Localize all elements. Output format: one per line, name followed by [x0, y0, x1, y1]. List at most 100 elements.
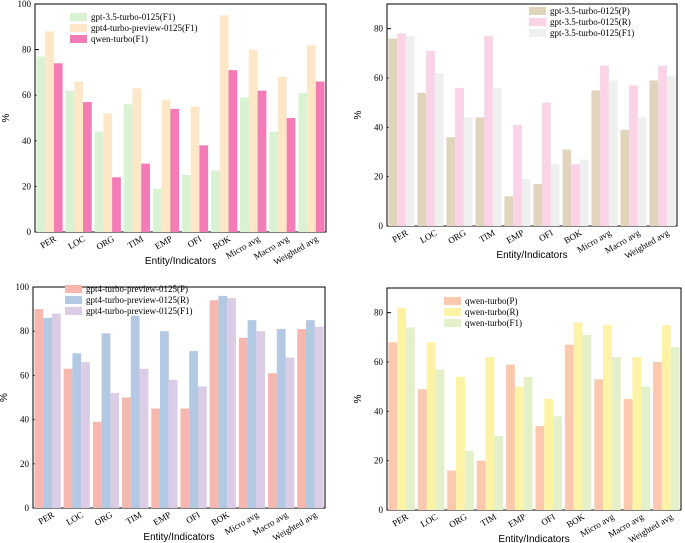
bar-ofi-2 [544, 399, 554, 510]
bar-per-1 [34, 309, 44, 508]
x-tick-label: EMP [505, 228, 526, 246]
y-tick-label: 0 [27, 227, 32, 237]
bar-ofi-2 [189, 351, 198, 508]
legend-entry: gpt-3.5-turbo-0125(F1) [91, 12, 175, 22]
bar-micro-avg-1 [591, 90, 601, 226]
bar-loc-3 [83, 102, 92, 232]
y-tick-label: 80 [374, 308, 384, 318]
bar-org-1 [446, 137, 456, 226]
bar-bok-3 [228, 70, 238, 233]
bar-emp-3 [521, 179, 531, 226]
bar-ofi-3 [553, 416, 562, 510]
x-axis-label: Entity/Indicators [496, 250, 567, 261]
y-tick-label: 60 [22, 90, 32, 100]
bar-per-2 [397, 307, 407, 510]
bar-per-3 [53, 63, 63, 232]
bar-weighted-avg-2 [658, 65, 667, 227]
bar-tim-3 [139, 368, 149, 508]
bar-macro-avg-1 [623, 399, 633, 510]
bar-macro-avg-3 [285, 357, 295, 508]
bar-weighted-avg-1 [649, 80, 659, 226]
x-axis-label: Entity/Indicators [498, 534, 569, 543]
bar-loc-2 [426, 342, 436, 510]
bar-ofi-3 [550, 164, 560, 226]
bar-ofi-3 [199, 145, 209, 232]
y-axis-label: % [353, 110, 364, 119]
bar-emp-2 [513, 124, 522, 226]
y-tick-label: 20 [374, 172, 384, 182]
legend-entry: gpt4-turbo-preview-0125(F1) [91, 23, 197, 33]
bar-per-3 [51, 313, 61, 508]
y-axis-label: % [1, 113, 12, 122]
x-tick-label: EMP [152, 510, 173, 528]
x-tick-label: OFI [539, 512, 557, 528]
bar-emp-1 [151, 408, 161, 508]
bar-org-3 [463, 117, 473, 226]
legend-entry: gpt4-turbo-preview-0125(P) [86, 284, 188, 294]
bar-ofi-1 [180, 408, 190, 508]
bar-tim-1 [475, 117, 485, 226]
x-tick-label: TIM [479, 512, 498, 529]
x-tick-label: LOC [64, 510, 85, 528]
bar-macro-avg-2 [632, 357, 642, 510]
bar-per-1 [388, 38, 398, 227]
bar-per-3 [405, 36, 415, 226]
bar-bok-2 [571, 164, 580, 226]
bar-macro-avg-1 [268, 373, 277, 508]
bar-tim-2 [130, 315, 140, 508]
bar-emp-2 [161, 99, 171, 232]
plot-frame [386, 287, 682, 511]
bar-ofi-3 [197, 386, 207, 508]
x-tick-label: TIM [477, 228, 496, 245]
legend-entry: qwen-turbo(P) [465, 296, 518, 306]
bar-weighted-avg-2 [661, 325, 671, 510]
x-tick-label: LOC [418, 228, 439, 246]
y-tick-label: 20 [22, 181, 32, 191]
x-tick-label: EMP [153, 234, 174, 252]
legend-swatch [70, 13, 87, 21]
bar-tim-3 [494, 436, 504, 510]
bar-loc-2 [72, 353, 82, 508]
bar-macro-avg-2 [277, 76, 287, 233]
bar-micro-avg-2 [248, 49, 258, 232]
y-tick-label: 100 [16, 282, 30, 292]
bar-per-2 [45, 31, 54, 232]
bar-tim-2 [132, 88, 142, 232]
x-tick-label: ORG [446, 227, 468, 245]
y-axis-label: % [0, 393, 10, 402]
bar-macro-avg-2 [629, 85, 638, 227]
bar-bok-2 [219, 15, 229, 233]
bar-bok-1 [564, 344, 574, 510]
y-tick-label: 40 [20, 415, 30, 425]
legend-entry: qwen-turbo(F1) [465, 318, 522, 328]
x-tick-label: OFI [537, 228, 555, 244]
bar-macro-avg-3 [641, 386, 651, 510]
legend-swatch [529, 29, 546, 37]
bar-tim-3 [141, 163, 150, 232]
bar-ofi-1 [533, 184, 543, 226]
bar-emp-3 [168, 379, 178, 508]
bar-micro-avg-2 [600, 65, 609, 227]
bar-loc-3 [435, 369, 445, 510]
bar-bok-2 [573, 322, 583, 510]
bar-bok-1 [211, 170, 220, 232]
bar-bok-3 [579, 159, 589, 226]
x-tick-label: PER [390, 228, 409, 245]
bar-micro-avg-3 [257, 90, 267, 232]
bar-micro-avg-1 [594, 379, 604, 510]
bar-tim-2 [485, 357, 495, 510]
bar-macro-avg-2 [276, 328, 286, 508]
legend-entry: gpt-3.5-turbo-0125(R) [550, 17, 631, 27]
bar-emp-1 [152, 188, 162, 232]
plot-frame [32, 286, 326, 509]
y-tick-label: 0 [379, 221, 384, 231]
plot-frame [34, 3, 327, 233]
bar-bok-2 [218, 295, 228, 508]
legend-swatch [70, 24, 87, 32]
bar-weighted-avg-1 [297, 328, 307, 508]
y-tick-label: 20 [20, 459, 30, 469]
legend-entry: qwen-turbo(R) [465, 307, 519, 317]
